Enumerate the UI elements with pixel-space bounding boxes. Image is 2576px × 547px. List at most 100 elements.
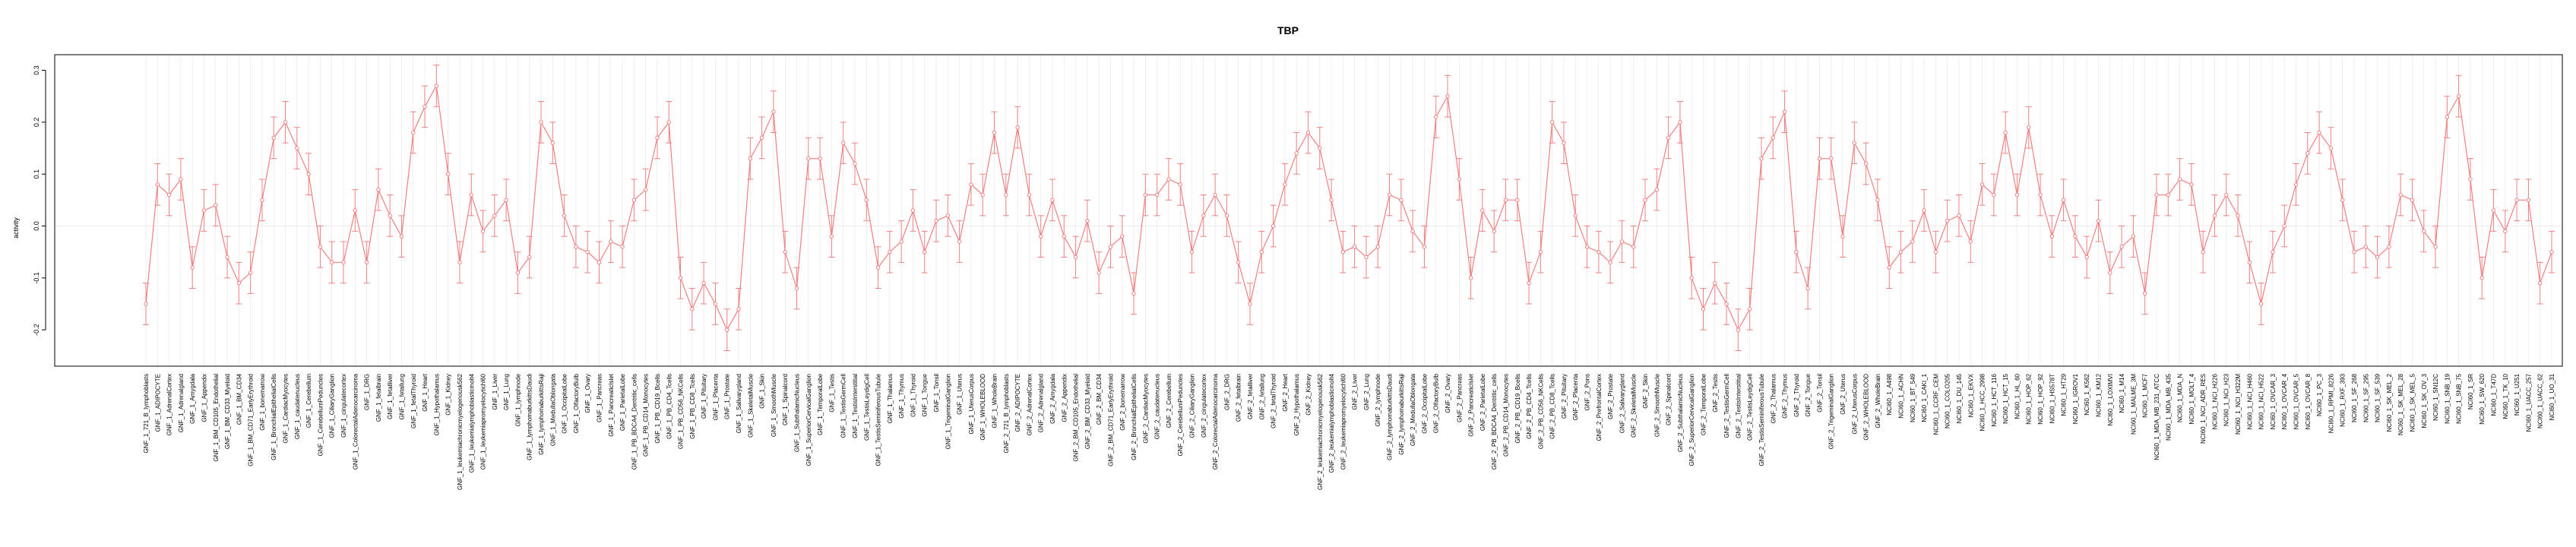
x-tick-label: GNF_2_Liver: [1352, 374, 1359, 410]
data-point-marker: [1108, 245, 1113, 249]
x-tick-label: NCI60_1_EKVX: [1967, 373, 1974, 417]
data-point-139: [1758, 137, 1764, 180]
data-point-167: [2084, 236, 2090, 279]
x-tick-label: NCI60_1_KM12: [2096, 373, 2103, 416]
data-point-marker: [2387, 245, 2391, 249]
x-tick-label: NCI60_1_K562: [2084, 373, 2090, 415]
x-tick-label: GNF_2_TestisSeminiferousTubule: [1758, 373, 1765, 466]
data-point-88: [1165, 158, 1172, 201]
x-tick-label: NCI60_1_SK_MEL_28: [2397, 373, 2404, 435]
data-point-marker: [1713, 280, 1717, 286]
data-point-132: [1676, 101, 1683, 144]
data-point-86: [1142, 173, 1149, 217]
data-point-marker: [748, 156, 753, 161]
data-point-marker: [1213, 192, 1217, 198]
data-point-marker: [295, 146, 299, 150]
x-tick-label: GNF_2_TestisGermCell: [1723, 374, 1730, 438]
data-point-marker: [2468, 177, 2473, 182]
data-point-marker: [818, 156, 822, 161]
data-point-181: [2246, 241, 2253, 284]
x-tick-label: GNF_1_lymphomaburkittsDaudi: [527, 374, 533, 460]
x-tick-label: GNF_1_Uterus: [957, 374, 964, 415]
data-point-marker: [2375, 255, 2380, 260]
data-point-marker: [1573, 213, 1578, 218]
x-tick-label: GNF_2_Pancreas: [1456, 374, 1463, 422]
x-tick-label: GNF_1_Amygdala: [189, 373, 196, 423]
data-point-100: [1305, 111, 1312, 154]
data-point-123: [1572, 194, 1579, 237]
data-point-marker: [2293, 182, 2299, 187]
x-tick-label: GNF_1_leukemialymphoblasticmolt4: [468, 373, 475, 473]
data-point-125: [1595, 230, 1602, 274]
data-point-marker: [1364, 255, 1369, 260]
x-tick-label: GNF_1_cingulatecortex: [340, 374, 347, 438]
data-point-marker: [341, 260, 346, 265]
data-point-marker: [562, 213, 567, 218]
x-tick-label: GNF_2_caudatenucleus: [1154, 374, 1161, 439]
x-tick-label: GNF_1_Testis: [828, 374, 835, 413]
data-point-190: [2350, 230, 2357, 274]
data-point-76: [1026, 173, 1033, 217]
data-point-marker: [2224, 192, 2229, 198]
data-point-48: [701, 261, 707, 305]
x-tick-label: GNF_1_CiliaryGanglion: [329, 374, 336, 438]
data-point-marker: [1933, 249, 1938, 255]
data-point-marker: [330, 260, 334, 265]
x-tick-label: GNF_2_SubthalamicNucleus: [1677, 374, 1684, 452]
data-point-16: [328, 241, 335, 284]
data-point-marker: [2549, 249, 2554, 255]
data-point-marker: [1259, 249, 1264, 255]
data-point-marker: [1015, 125, 1020, 130]
data-point-158: [1979, 163, 1986, 206]
data-point-marker: [736, 307, 741, 311]
x-tick-label: GNF_2_BM_CD34: [1096, 373, 1103, 425]
data-point-166: [2071, 215, 2078, 258]
data-point-66: [910, 189, 916, 232]
data-point-24: [422, 85, 429, 128]
data-point-152: [1909, 220, 1916, 263]
data-point-marker: [1643, 198, 1647, 203]
data-point-marker: [1654, 187, 1660, 192]
data-point-marker: [609, 239, 613, 244]
data-point-marker: [1468, 276, 1473, 280]
x-tick-label: GNF_2_PrefrontalCortex: [1596, 374, 1603, 441]
data-point-marker: [1608, 260, 1612, 265]
x-tick-label: NCI60_1_ACHN: [1897, 374, 1904, 419]
x-tick-label: GNF_1_UterusCorpus: [968, 374, 975, 435]
data-point-marker: [701, 280, 706, 286]
data-point-102: [1328, 179, 1335, 222]
x-tick-label: NCI60_1_COLO205: [1945, 373, 1951, 428]
x-tick-label: GNF_1_lymphomaburkittsRaji: [538, 374, 545, 455]
data-point-marker: [992, 130, 997, 135]
x-tick-label: GNF_1_Kidney: [445, 374, 452, 416]
x-tick-label: GNF_2_Tongue: [1805, 373, 1812, 416]
data-point-2: [166, 173, 172, 217]
data-point-122: [1560, 122, 1567, 164]
data-point-113: [1456, 158, 1463, 201]
x-tick-label: GNF_2_Adrenalgland: [1038, 374, 1045, 432]
data-point-marker: [840, 141, 846, 145]
data-point-marker: [643, 187, 648, 192]
data-point-marker: [2142, 291, 2147, 296]
data-point-61: [851, 142, 858, 185]
chart-title: TBP: [1277, 24, 1299, 36]
x-tick-label: GNF_1_WholeBrain: [992, 374, 998, 428]
data-point-196: [2420, 210, 2427, 253]
data-point-202: [2490, 189, 2497, 232]
x-tick-label: NCI60_1_MCF7: [2142, 373, 2149, 417]
data-point-marker: [1283, 182, 1287, 187]
data-point-120: [1537, 230, 1544, 274]
x-tick-label: NCI60_1_SW_620: [2479, 373, 2486, 424]
data-point-marker: [2073, 234, 2078, 239]
x-tick-label: NCI60_1_U251: [2514, 373, 2521, 416]
data-point-172: [2141, 272, 2148, 315]
data-point-121: [1549, 101, 1555, 144]
data-point-105: [1362, 236, 1369, 279]
data-point-marker: [2236, 213, 2240, 218]
data-point-156: [1955, 194, 1962, 237]
data-point-192: [2374, 236, 2381, 279]
data-point-138: [1746, 288, 1753, 330]
x-tick-label: GNF_2_Thalamus: [1770, 374, 1777, 423]
x-tick-label: GNF_2_TestisLeydigCell: [1747, 374, 1754, 441]
